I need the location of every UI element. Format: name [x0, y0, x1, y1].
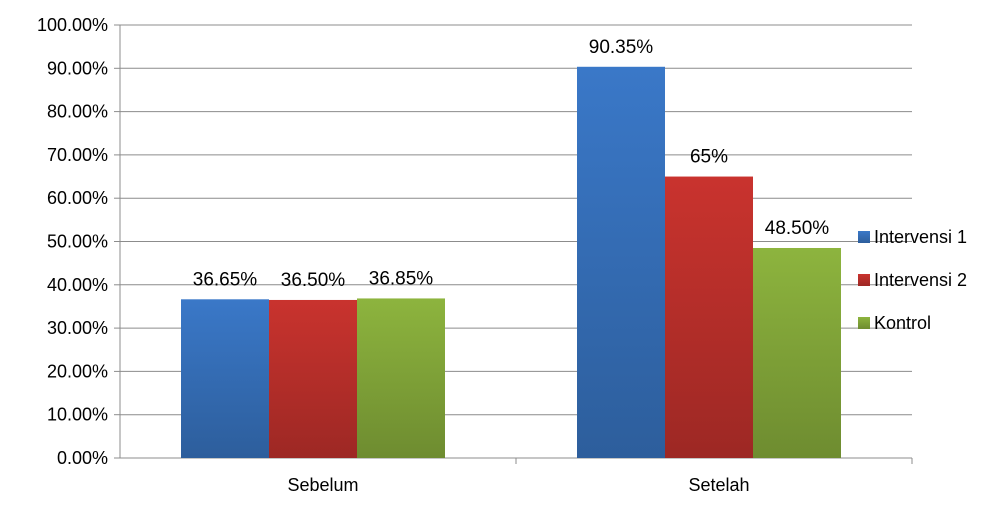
bar	[357, 298, 445, 458]
y-tick-label: 10.00%	[47, 405, 108, 425]
y-tick-label: 20.00%	[47, 361, 108, 381]
legend-label: Intervensi 1	[874, 227, 967, 247]
data-label: 36.65%	[193, 269, 258, 290]
bar	[181, 299, 269, 458]
y-tick-label: 80.00%	[47, 102, 108, 122]
legend-label: Kontrol	[874, 313, 931, 333]
data-label: 90.35%	[589, 37, 654, 58]
data-label: 36.85%	[369, 268, 434, 289]
legend-swatch	[858, 274, 870, 286]
legend-label: Intervensi 2	[874, 270, 967, 290]
y-tick-label: 100.00%	[37, 15, 108, 35]
legend-swatch	[858, 231, 870, 243]
bar	[577, 66, 665, 459]
x-category-label: Setelah	[688, 475, 749, 495]
y-tick-label: 40.00%	[47, 275, 108, 295]
data-labels: 36.65% 36.50% 36.85% 90.35% 65% 48.50%	[193, 37, 830, 291]
bar	[665, 176, 753, 459]
x-category-label: Sebelum	[287, 475, 358, 495]
bar	[269, 299, 357, 458]
legend-swatch	[858, 317, 870, 329]
data-label: 36.50%	[281, 270, 346, 291]
y-tick-label: 0.00%	[57, 448, 108, 468]
y-tick-label: 30.00%	[47, 318, 108, 338]
y-tick-label: 60.00%	[47, 188, 108, 208]
axes: 0.00% 10.00% 20.00% 30.00% 40.00% 50.00% 60.00…	[37, 15, 913, 495]
y-tick-label: 70.00%	[47, 145, 108, 165]
y-tick-label: 50.00%	[47, 232, 108, 252]
bar	[753, 247, 841, 458]
data-label: 48.50%	[765, 218, 830, 239]
data-label: 65%	[690, 147, 728, 168]
legend: Intervensi 1 Intervensi 2 Kontrol	[858, 227, 967, 333]
bars	[181, 66, 841, 459]
y-tick-label: 90.00%	[47, 58, 108, 78]
